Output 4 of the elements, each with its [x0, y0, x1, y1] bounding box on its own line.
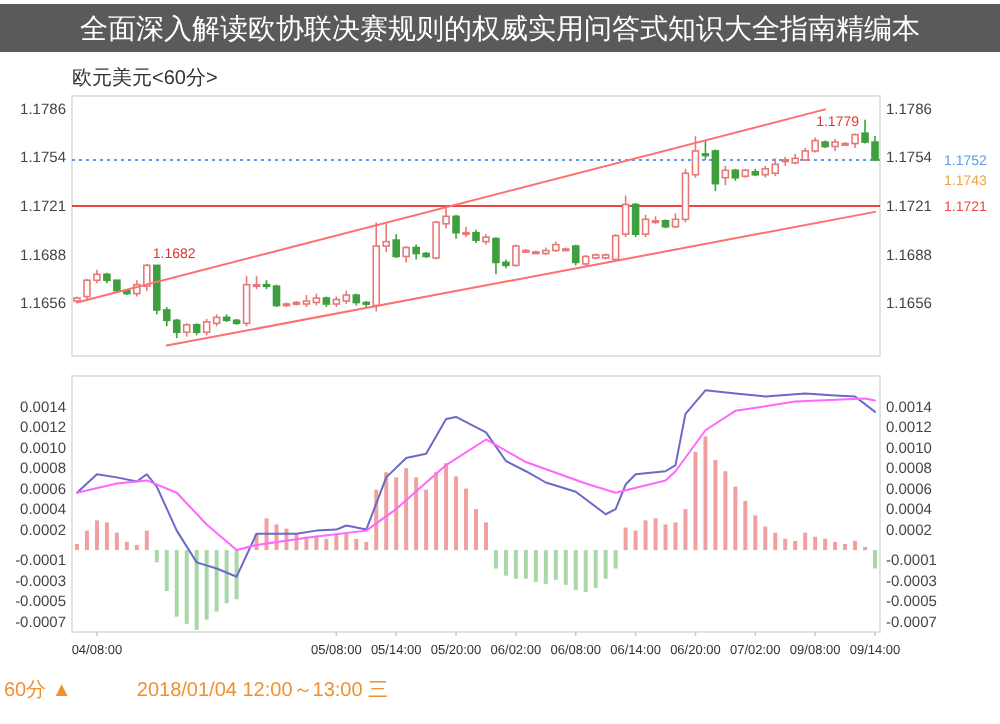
annotation: 60分 ▲	[4, 680, 72, 702]
title: 全面深入解读欧协联决赛规则的权威实用问答式知识大全指南精编本	[80, 12, 920, 44]
annotation: 2018/01/04 12:00～13:00 三	[136, 680, 389, 702]
subtitle: 欧元美元<60分>	[72, 68, 218, 90]
